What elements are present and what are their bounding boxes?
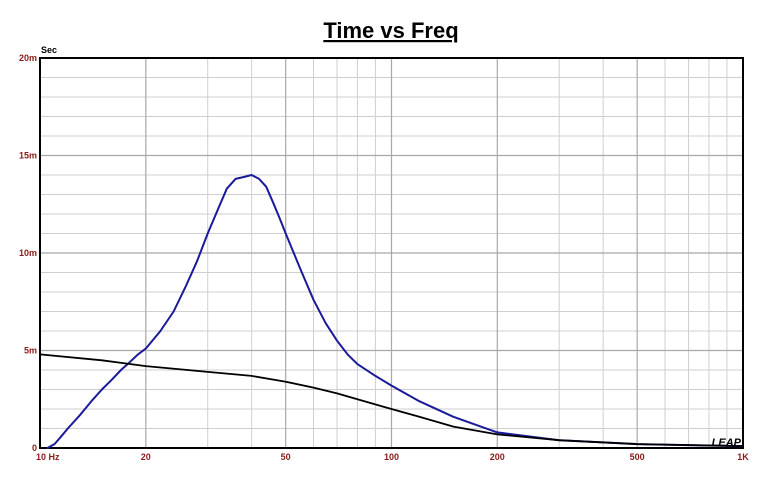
x-tick-label: 50: [281, 452, 291, 462]
y-tick-label: 15m: [19, 151, 37, 161]
series-group: [39, 174, 744, 449]
x-tick-labels: 10 Hz 20 50 100 200 500 1K: [36, 452, 749, 462]
x-tick-label: 20: [141, 452, 151, 462]
y-unit-label: Sec: [41, 45, 57, 55]
grid-major: [39, 58, 743, 448]
x-tick-label: 500: [630, 452, 645, 462]
y-tick-label: 5m: [24, 346, 37, 356]
leap-watermark: LEAP: [712, 437, 742, 449]
series-line-blue: [46, 174, 744, 449]
plot-frame: [39, 57, 744, 449]
y-tick-label: 0: [32, 443, 37, 453]
y-tick-labels: 0 5m 10m 15m 20m: [19, 53, 37, 453]
chart-title: Time vs Freq: [323, 18, 458, 43]
series-line-black: [39, 353, 744, 447]
x-tick-label: 100: [384, 452, 399, 462]
x-tick-label: 10 Hz: [36, 452, 60, 462]
x-tick-label: 200: [490, 452, 505, 462]
x-tick-label: 1K: [737, 452, 749, 462]
y-tick-label: 10m: [19, 248, 37, 258]
y-tick-label: 20m: [19, 53, 37, 63]
